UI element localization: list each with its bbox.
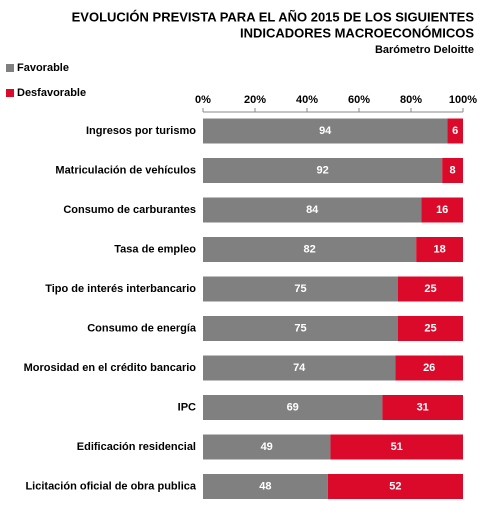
bar: [203, 276, 398, 302]
value-label: 6: [452, 125, 458, 137]
value-label: 75: [294, 322, 306, 334]
value-label: 48: [259, 480, 271, 492]
value-label: 25: [424, 283, 436, 295]
category-label: Edificación residencial: [77, 441, 196, 453]
category-label: IPC: [178, 401, 196, 413]
value-label: 49: [261, 441, 273, 453]
bar: [398, 316, 463, 341]
value-label: 69: [287, 401, 299, 413]
x-tick-label: 0%: [195, 94, 211, 106]
bar: [382, 395, 463, 420]
value-label: 8: [450, 164, 456, 176]
x-tick-label: 80%: [400, 94, 422, 106]
category-label: Consumo de carburantes: [63, 204, 196, 216]
bar: [203, 355, 396, 381]
bar: [203, 158, 443, 183]
chart-title: INDICADORES MACROECONÓMICOS: [240, 25, 474, 40]
value-label: 51: [391, 441, 403, 453]
value-label: 52: [389, 480, 401, 492]
bar: [203, 474, 328, 499]
bar: [421, 197, 463, 223]
value-label: 18: [433, 243, 445, 255]
legend-label: Desfavorable: [17, 87, 86, 99]
value-label: 84: [306, 204, 319, 216]
chart-subtitle: Barómetro Deloitte: [375, 44, 474, 56]
bar: [395, 355, 463, 381]
category-label: Morosidad en el crédito bancario: [24, 362, 197, 374]
chart-title: EVOLUCIÓN PREVISTA PARA EL AÑO 2015 DE L…: [72, 9, 475, 24]
bar: [203, 434, 331, 460]
bar: [203, 118, 448, 144]
bar: [327, 474, 463, 499]
x-tick-label: 20%: [244, 94, 266, 106]
category-label: Tipo de interés interbancario: [45, 283, 196, 295]
bar: [416, 237, 463, 262]
value-label: 31: [417, 401, 429, 413]
value-label: 94: [319, 125, 332, 137]
value-label: 26: [423, 362, 435, 374]
x-tick-label: 100%: [449, 94, 477, 106]
bar: [442, 158, 463, 183]
bar: [330, 434, 463, 460]
bar: [203, 237, 417, 262]
value-label: 16: [436, 204, 448, 216]
x-tick-label: 60%: [348, 94, 370, 106]
category-label: Licitación oficial de obra publica: [25, 480, 196, 492]
bar: [447, 118, 463, 144]
legend-label: Favorable: [17, 62, 69, 74]
legend-swatch: [6, 64, 14, 72]
category-label: Matriculación de vehículos: [55, 164, 196, 176]
bar: [203, 316, 398, 341]
value-label: 82: [303, 243, 315, 255]
category-label: Ingresos por turismo: [86, 125, 196, 137]
bar: [203, 395, 383, 420]
category-label: Tasa de empleo: [114, 243, 196, 255]
x-tick-label: 40%: [296, 94, 318, 106]
legend-swatch: [6, 89, 14, 97]
value-label: 92: [316, 164, 328, 176]
value-label: 25: [424, 322, 436, 334]
bar: [203, 197, 422, 223]
category-label: Consumo de energía: [87, 322, 197, 334]
value-label: 74: [293, 362, 306, 374]
bar: [398, 276, 463, 302]
value-label: 75: [294, 283, 306, 295]
